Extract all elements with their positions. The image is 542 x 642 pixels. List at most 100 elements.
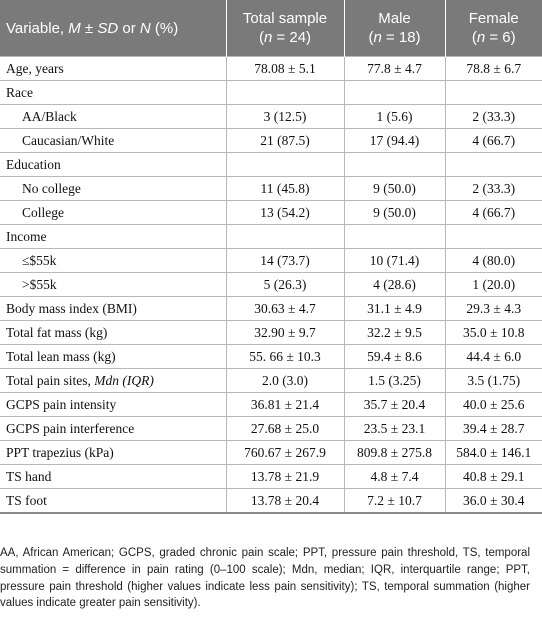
cell-male: 9 (50.0)	[343, 176, 446, 201]
cell-male: 809.8 ± 275.8	[343, 440, 446, 465]
table-row: Total lean mass (kg) 55. 66 ± 10.3 59.4 ± …	[0, 344, 542, 369]
table-row: ≤$55k 14 (73.7) 10 (71.4) 4 (80.0)	[0, 248, 542, 273]
cell-male: 9 (50.0)	[343, 200, 446, 225]
cell-female: 4 (66.7)	[444, 200, 542, 225]
cell-female: 584.0 ± 146.1	[444, 440, 542, 465]
cell-male: 4 (28.6)	[343, 272, 446, 297]
table-row: Caucasian/White 21 (87.5) 17 (94.4) 4 (66.7…	[0, 128, 542, 153]
cell-total: 55. 66 ± 10.3	[225, 344, 345, 369]
cell-female: 44.4 ± 6.0	[444, 344, 542, 369]
cell-male: 17 (94.4)	[343, 128, 446, 153]
cell-male: 59.4 ± 8.6	[343, 344, 446, 369]
row-label: TS hand	[0, 464, 227, 489]
table-row: TS foot 13.78 ± 20.4 7.2 ± 10.7 36.0 ± 30.4	[0, 488, 542, 514]
row-label: Race	[0, 80, 227, 105]
cell-male: 32.2 ± 9.5	[343, 320, 446, 345]
cell-male	[343, 152, 446, 177]
cell-total: 760.67 ± 267.9	[225, 440, 345, 465]
table-header: Variable, M ± SD or N (%) Total sample (n…	[0, 0, 542, 57]
row-label: ≤$55k	[0, 248, 227, 273]
header-variable: Variable, M ± SD or N (%)	[0, 0, 227, 57]
cell-female: 78.8 ± 6.7	[444, 56, 542, 81]
cell-total: 11 (45.8)	[225, 176, 345, 201]
cell-female: 29.3 ± 4.3	[444, 296, 542, 321]
table-row: Race	[0, 80, 542, 105]
header-female-n: n	[476, 29, 486, 46]
cell-total: 14 (73.7)	[225, 248, 345, 273]
header-male-n-prefix: (	[368, 29, 374, 46]
cell-female: 2 (33.3)	[444, 176, 542, 201]
cell-male: 10 (71.4)	[343, 248, 446, 273]
row-label: GCPS pain intensity	[0, 392, 227, 417]
cell-female: 40.8 ± 29.1	[444, 464, 542, 489]
header-total-n-suffix: = 24)	[272, 29, 312, 46]
header-variable-or: or	[118, 19, 140, 37]
cell-total: 27.68 ± 25.0	[225, 416, 345, 441]
cell-female	[444, 152, 542, 177]
table-row: College 13 (54.2) 9 (50.0) 4 (66.7)	[0, 200, 542, 225]
table-row: Education	[0, 152, 542, 177]
table-row: Total pain sites, Mdn (IQR) 2.0 (3.0) 1.5 …	[0, 368, 542, 393]
row-label: AA/Black	[0, 104, 227, 129]
header-female-label: Female	[468, 10, 519, 27]
table-body: Age, years 78.08 ± 5.1 77.8 ± 4.7 78.8 ± 6.…	[0, 56, 542, 514]
header-female-n-prefix: (	[471, 29, 477, 46]
row-label: Income	[0, 224, 227, 249]
header-variable-pct: (%)	[150, 19, 179, 37]
cell-total: 3 (12.5)	[225, 104, 345, 129]
header-variable-pm: ±	[80, 19, 98, 37]
row-label: College	[0, 200, 227, 225]
header-total-n-prefix: (	[258, 29, 264, 46]
cell-total	[225, 80, 345, 105]
cell-male: 1 (5.6)	[343, 104, 446, 129]
header-total-sample: Total sample (n = 24)	[226, 0, 345, 57]
header-male: Male (n = 18)	[344, 0, 446, 57]
cell-female: 2 (33.3)	[444, 104, 542, 129]
table-row: GCPS pain interference 27.68 ± 25.0 23.5 ±…	[0, 416, 542, 441]
header-male-n: n	[373, 29, 382, 46]
cell-female	[444, 80, 542, 105]
row-label: No college	[0, 176, 227, 201]
cell-female: 4 (66.7)	[444, 128, 542, 153]
table-row: Income	[0, 224, 542, 249]
row-label: GCPS pain interference	[0, 416, 227, 441]
cell-female: 40.0 ± 25.6	[444, 392, 542, 417]
cell-female: 1 (20.0)	[444, 272, 542, 297]
cell-total	[225, 224, 345, 249]
row-label: TS foot	[0, 488, 227, 514]
table-row: TS hand 13.78 ± 21.9 4.8 ± 7.4 40.8 ± 29.1	[0, 464, 542, 489]
row-label: PPT trapezius (kPa)	[0, 440, 227, 465]
row-label: Body mass index (BMI)	[0, 296, 227, 321]
cell-male: 77.8 ± 4.7	[343, 56, 446, 81]
table-row: GCPS pain intensity 36.81 ± 21.4 35.7 ± 20…	[0, 392, 542, 417]
table-footnote: AA, African American; GCPS, graded chron…	[0, 547, 530, 610]
cell-female: 3.5 (1.75)	[444, 368, 542, 393]
row-label: Total lean mass (kg)	[0, 344, 227, 369]
cell-total: 36.81 ± 21.4	[225, 392, 345, 417]
header-row: Variable, M ± SD or N (%) Total sample (n…	[0, 0, 542, 57]
cell-male: 31.1 ± 4.9	[343, 296, 446, 321]
cell-male: 1.5 (3.25)	[343, 368, 446, 393]
cell-total: 13.78 ± 21.9	[225, 464, 345, 489]
header-variable-sd: SD	[97, 19, 119, 37]
header-variable-prefix: Variable,	[6, 19, 69, 37]
cell-total: 30.63 ± 4.7	[225, 296, 345, 321]
cell-male	[343, 224, 446, 249]
cell-male: 23.5 ± 23.1	[343, 416, 446, 441]
row-label: Caucasian/White	[0, 128, 227, 153]
demographics-table: Variable, M ± SD or N (%) Total sample (n…	[0, 0, 542, 514]
header-total-n: n	[263, 29, 273, 46]
cell-female: 39.4 ± 28.7	[444, 416, 542, 441]
cell-total: 78.08 ± 5.1	[225, 56, 345, 81]
table-row: No college 11 (45.8) 9 (50.0) 2 (33.3)	[0, 176, 542, 201]
cell-total: 21 (87.5)	[225, 128, 345, 153]
row-label: Age, years	[0, 56, 227, 81]
table-row: Total fat mass (kg) 32.90 ± 9.7 32.2 ± 9.5…	[0, 320, 542, 345]
table-row: Age, years 78.08 ± 5.1 77.8 ± 4.7 78.8 ± 6.…	[0, 56, 542, 81]
cell-total: 13 (54.2)	[225, 200, 345, 225]
cell-female: 36.0 ± 30.4	[444, 488, 542, 514]
table-row: AA/Black 3 (12.5) 1 (5.6) 2 (33.3)	[0, 104, 542, 129]
row-label: Education	[0, 152, 227, 177]
cell-total: 13.78 ± 20.4	[225, 488, 345, 514]
cell-female: 4 (80.0)	[444, 248, 542, 273]
